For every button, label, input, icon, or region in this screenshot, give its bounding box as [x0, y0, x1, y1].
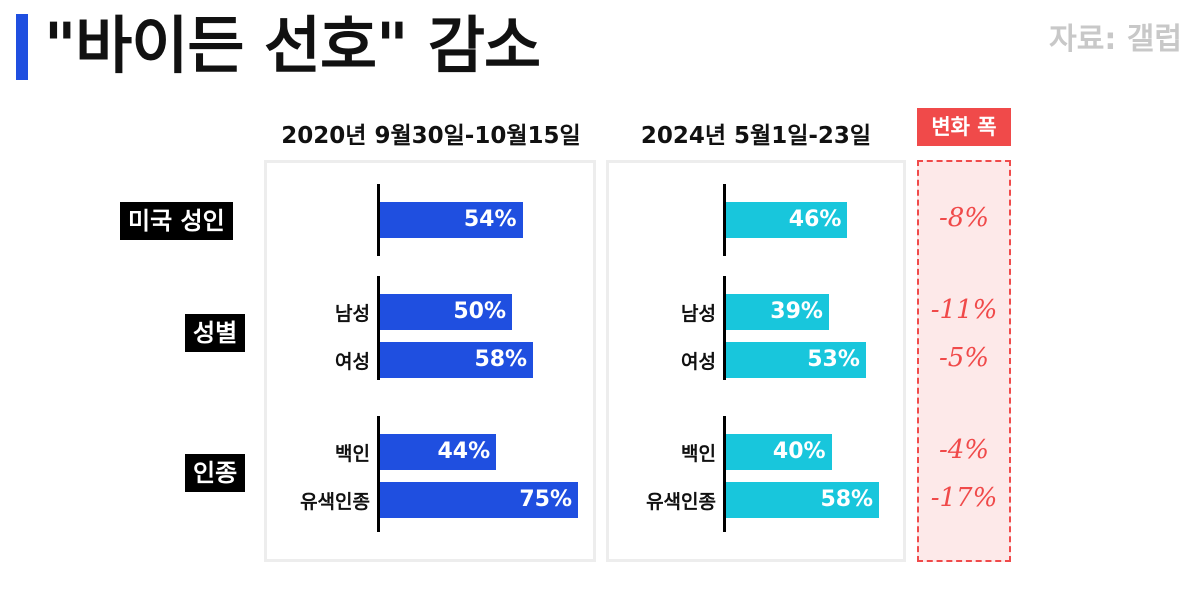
period2-header: 2024년 5월1일-23일 [640, 123, 872, 149]
source-label: 자료: 갤럽 [1049, 22, 1182, 57]
bar-p2: 53% [726, 342, 866, 378]
period1-panel [264, 160, 596, 562]
change-value: -17% [930, 483, 998, 513]
bar-value-label: 40% [772, 439, 826, 464]
bar-p1: 44% [380, 434, 497, 470]
bar-p1: 58% [380, 342, 534, 378]
change-value: -11% [930, 295, 998, 325]
category-race: 인종 [185, 454, 246, 492]
bar-p2: 39% [726, 294, 829, 330]
bar-p2: 46% [726, 202, 848, 238]
axis-line-p1-0 [377, 184, 380, 256]
bar-value-label: 39% [770, 299, 823, 324]
bar-p2: 40% [726, 434, 832, 470]
axis-line-p2-0 [723, 184, 726, 256]
bar-p2: 58% [726, 482, 880, 518]
page-title: "바이든 선호" 감소 [44, 9, 541, 82]
change-value: -4% [938, 435, 990, 465]
category-adults: 미국 성인 [120, 202, 233, 240]
category-gender: 성별 [185, 314, 246, 352]
bar-p1: 75% [380, 482, 578, 518]
change-header: 변화 폭 [917, 108, 1011, 146]
bar-value-label: 46% [788, 207, 842, 232]
bar-value-label: 58% [820, 487, 874, 512]
bar-value-label: 75% [519, 487, 572, 512]
period1-header: 2020년 9월30일-10월15일 [281, 123, 581, 149]
title-accent-bar [16, 14, 28, 80]
bar-value-label: 54% [463, 207, 517, 232]
change-panel [917, 160, 1011, 562]
axis-line-p1-2 [377, 416, 380, 532]
sub-label-p1: 여성 [335, 351, 370, 373]
bar-value-label: 50% [453, 299, 506, 324]
bar-value-label: 53% [807, 347, 860, 372]
axis-line-p2-2 [723, 416, 726, 532]
period2-panel [606, 160, 906, 562]
bar-p1: 50% [380, 294, 512, 330]
change-value: -5% [938, 343, 990, 373]
sub-label-p2: 여성 [681, 351, 716, 373]
sub-label-p2: 백인 [681, 443, 716, 465]
bar-p1: 54% [380, 202, 523, 238]
bar-value-label: 44% [437, 439, 491, 464]
change-value: -8% [938, 203, 990, 233]
bar-value-label: 58% [474, 347, 528, 372]
axis-line-p2-1 [723, 276, 726, 380]
sub-label-p2: 남성 [681, 303, 716, 325]
axis-line-p1-1 [377, 276, 380, 380]
sub-label-p2: 유색인종 [646, 491, 716, 513]
sub-label-p1: 유색인종 [300, 491, 370, 513]
sub-label-p1: 남성 [335, 303, 370, 325]
sub-label-p1: 백인 [335, 443, 370, 465]
